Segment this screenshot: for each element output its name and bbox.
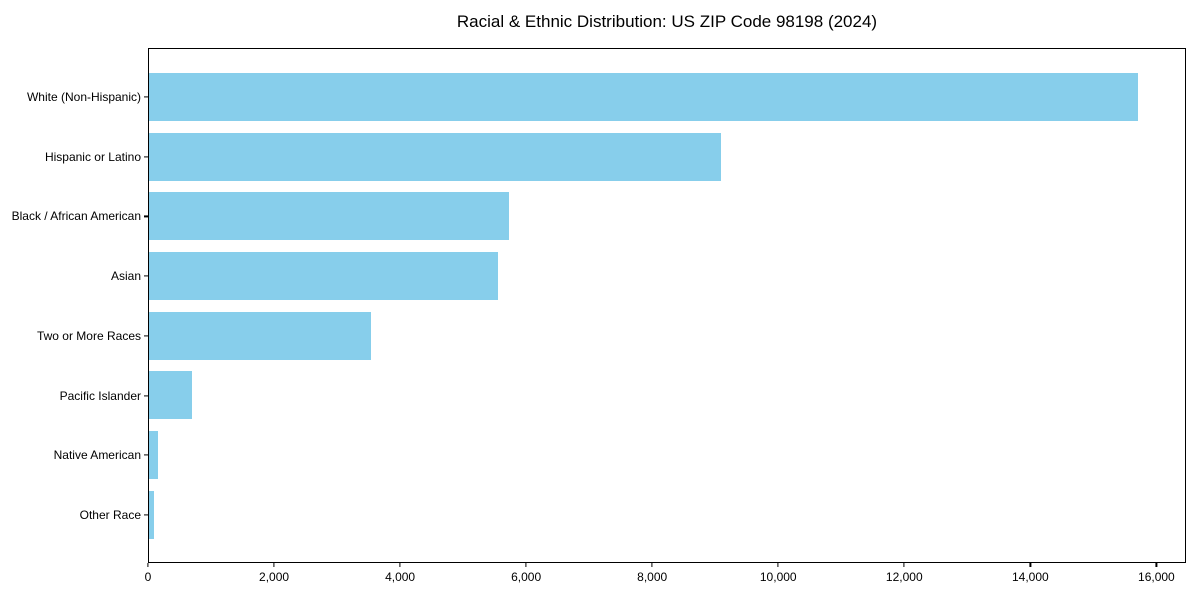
bar xyxy=(149,490,154,539)
x-tick-label: 2,000 xyxy=(259,570,290,584)
y-tick-label: White (Non-Hispanic) xyxy=(26,90,141,104)
x-tick-label: 0 xyxy=(144,570,152,584)
x-tick-mark xyxy=(1029,563,1031,567)
bar xyxy=(149,431,158,479)
x-tick-mark xyxy=(777,563,779,567)
x-tick-label: 16,000 xyxy=(1138,570,1175,584)
bar xyxy=(149,72,1139,121)
bar xyxy=(149,371,193,420)
bar xyxy=(149,192,509,241)
y-tick-label: Native American xyxy=(53,448,141,463)
x-tick-mark xyxy=(1155,563,1157,567)
y-tick-label: Asian xyxy=(110,269,141,284)
y-tick-mark xyxy=(144,394,148,397)
x-tick-mark xyxy=(651,563,653,567)
y-tick-mark xyxy=(144,335,148,337)
y-tick-label: Other Race xyxy=(79,507,141,522)
y-tick-label: Hispanic or Latino xyxy=(44,149,141,164)
bar xyxy=(149,311,372,360)
x-tick-label: 14,000 xyxy=(1011,570,1049,584)
x-tick-mark xyxy=(147,563,149,567)
y-tick-mark xyxy=(144,514,148,516)
y-tick-label: Black / African American xyxy=(11,209,141,224)
x-tick-label: 12,000 xyxy=(885,570,923,584)
y-tick-mark xyxy=(144,454,148,456)
y-tick-mark xyxy=(144,156,148,158)
x-tick-label: 10,000 xyxy=(759,570,797,584)
plot-area xyxy=(148,48,1186,563)
x-tick-mark xyxy=(399,563,401,567)
x-tick-label: 4,000 xyxy=(385,570,416,584)
x-tick-label: 8,000 xyxy=(637,570,668,584)
x-tick-label: 6,000 xyxy=(511,570,542,584)
x-tick-mark xyxy=(273,563,275,567)
y-tick-mark xyxy=(144,275,148,277)
y-tick-mark xyxy=(144,215,148,217)
y-tick-mark xyxy=(144,96,148,98)
bar xyxy=(149,251,498,300)
x-tick-mark xyxy=(525,563,527,567)
bar xyxy=(149,132,722,181)
y-tick-label: Two or More Races xyxy=(36,328,141,343)
x-tick-mark xyxy=(903,563,905,567)
chart-title: Racial & Ethnic Distribution: US ZIP Cod… xyxy=(456,12,878,31)
y-tick-label: Pacific Islander xyxy=(59,388,141,403)
